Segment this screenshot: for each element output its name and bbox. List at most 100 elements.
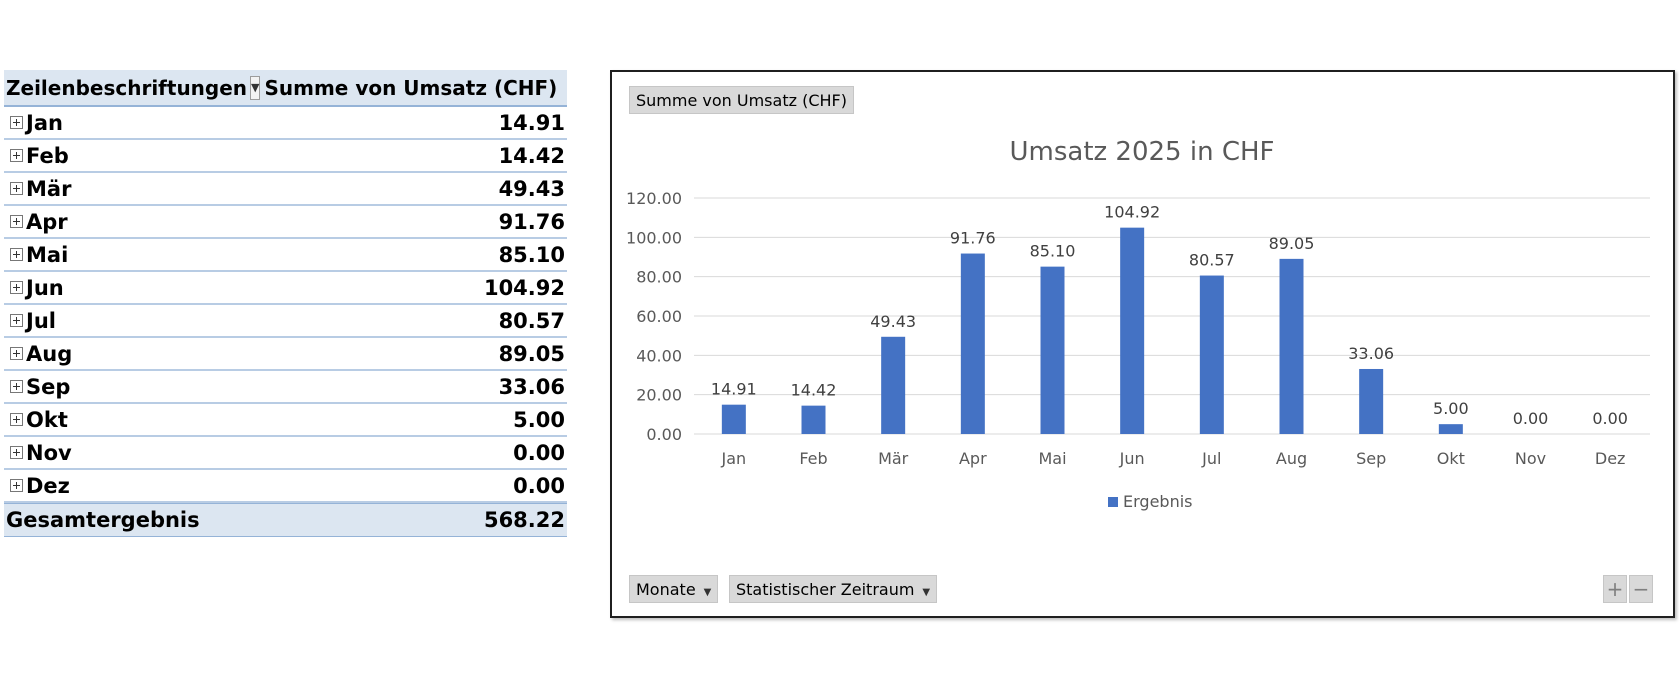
pivot-row: Sep 33.06 <box>4 371 567 404</box>
pivot-row: Nov 0.00 <box>4 437 567 470</box>
pivot-row: Aug 89.05 <box>4 338 567 371</box>
x-tick-label: Mai <box>1038 449 1066 468</box>
pivot-rows: Jan 14.91 Feb 14.42 Mär 49.43 Apr 91.76 Mai 85.10… <box>4 107 567 503</box>
bar <box>1199 275 1224 434</box>
expand-icon[interactable] <box>10 182 23 195</box>
pivot-header: Zeilenbeschriftungen ▼ Summe von Umsatz … <box>4 70 567 107</box>
x-tick-label: Jun <box>1119 449 1145 468</box>
pivot-row-label: Sep <box>26 374 71 399</box>
pivot-row-label: Mär <box>26 176 72 201</box>
data-label: 0.00 <box>1592 409 1628 428</box>
x-tick-label: Mär <box>878 449 909 468</box>
chart-title: Umsatz 2025 in CHF <box>1009 137 1274 167</box>
row-labels-header: Zeilenbeschriftungen <box>6 75 248 100</box>
x-tick-label: Feb <box>799 449 827 468</box>
bar <box>1279 258 1304 434</box>
expand-icon[interactable] <box>10 149 23 162</box>
data-label: 91.76 <box>950 229 996 248</box>
y-tick-label: 60.00 <box>636 307 682 326</box>
bar <box>801 405 826 434</box>
pivot-row-value: 89.05 <box>498 341 565 366</box>
pivot-row-label: Apr <box>26 209 68 234</box>
expand-icon[interactable] <box>10 347 23 360</box>
pivot-row: Dez 0.00 <box>4 470 567 503</box>
pivot-row-value: 80.57 <box>498 308 565 333</box>
x-tick-label: Jul <box>1201 449 1221 468</box>
pivot-row: Okt 5.00 <box>4 404 567 437</box>
pivot-row-label: Mai <box>26 242 69 267</box>
expand-icon[interactable] <box>10 314 23 327</box>
pivot-row-value: 5.00 <box>513 407 565 432</box>
pivot-row-value: 14.42 <box>498 143 565 168</box>
expand-icon[interactable] <box>10 215 23 228</box>
legend-label: Ergebnis <box>1123 492 1192 511</box>
dropdown-arrow-icon: ▼ <box>703 587 712 598</box>
grand-total-value: 568.22 <box>483 508 565 532</box>
data-label: 49.43 <box>870 312 916 331</box>
expand-icon[interactable] <box>10 380 23 393</box>
x-tick-label: Sep <box>1356 449 1386 468</box>
filter-dropdown-icon[interactable]: ▼ <box>250 75 261 100</box>
data-label: 14.42 <box>791 381 837 400</box>
expand-icon[interactable] <box>10 413 23 426</box>
months-field-button[interactable]: Monate ▼ <box>629 575 719 603</box>
pivot-row-label: Nov <box>26 440 72 465</box>
expand-icon[interactable] <box>10 281 23 294</box>
x-tick-label: Jan <box>720 449 746 468</box>
y-tick-label: 120.00 <box>626 189 682 208</box>
bar <box>1359 368 1384 434</box>
expand-icon[interactable] <box>10 446 23 459</box>
y-tick-label: 40.00 <box>636 346 682 365</box>
x-tick-label: Dez <box>1595 449 1626 468</box>
period-field-label: Statistischer Zeitraum <box>736 580 915 599</box>
y-tick-label: 80.00 <box>636 268 682 287</box>
expand-icon[interactable] <box>10 116 23 129</box>
data-label: 33.06 <box>1348 344 1394 363</box>
bar <box>1120 227 1145 434</box>
value-field-header: Summe von Umsatz (CHF) <box>264 75 558 100</box>
pivot-row-label: Jun <box>26 275 64 300</box>
legend-swatch <box>1108 497 1118 507</box>
y-tick-label: 100.00 <box>626 228 682 247</box>
pivot-row-label: Aug <box>26 341 73 366</box>
pivot-row: Apr 91.76 <box>4 206 567 239</box>
data-label: 14.91 <box>711 380 757 399</box>
chart-canvas: Umsatz 2025 in CHF 0.00 20.00 40.00 60.00 80.… <box>626 137 1650 511</box>
pivot-row-value: 49.43 <box>498 176 565 201</box>
expand-field-button[interactable]: + <box>1603 575 1627 603</box>
bar <box>881 336 906 434</box>
pivot-row: Mär 49.43 <box>4 173 567 206</box>
pivot-row-value: 0.00 <box>513 440 565 465</box>
pivot-row: Mai 85.10 <box>4 239 567 272</box>
pivot-row-label: Dez <box>26 473 70 498</box>
period-field-button[interactable]: Statistischer Zeitraum ▼ <box>729 575 938 603</box>
bar <box>1438 424 1463 434</box>
pivot-row-value: 91.76 <box>498 209 565 234</box>
y-tick-label: 20.00 <box>636 386 682 405</box>
x-tick-label: Nov <box>1515 449 1546 468</box>
x-tick-label: Okt <box>1437 449 1465 468</box>
expand-icon[interactable] <box>10 248 23 261</box>
expand-icon[interactable] <box>10 479 23 492</box>
pivot-row-label: Okt <box>26 407 68 432</box>
y-tick-label: 0.00 <box>646 425 682 444</box>
data-label: 104.92 <box>1104 203 1160 222</box>
pivot-row-value: 104.92 <box>483 275 565 300</box>
collapse-field-button[interactable]: − <box>1629 575 1653 603</box>
pivot-row-value: 33.06 <box>498 374 565 399</box>
pivot-chart[interactable]: Umsatz 2025 in CHF 0.00 20.00 40.00 60.00 80.… <box>610 70 1675 618</box>
dropdown-arrow-icon: ▼ <box>922 587 931 598</box>
data-label: 89.05 <box>1269 234 1315 253</box>
data-label: 5.00 <box>1433 399 1469 418</box>
value-field-button[interactable]: Summe von Umsatz (CHF) <box>629 86 854 114</box>
pivot-row: Jul 80.57 <box>4 305 567 338</box>
bar <box>721 404 746 434</box>
pivot-row: Jan 14.91 <box>4 107 567 140</box>
data-label: 80.57 <box>1189 251 1235 270</box>
pivot-row: Jun 104.92 <box>4 272 567 305</box>
grand-total-row: Gesamtergebnis 568.22 <box>4 503 567 537</box>
pivot-row-label: Jul <box>26 308 56 333</box>
x-tick-label: Aug <box>1276 449 1307 468</box>
months-field-label: Monate <box>636 580 696 599</box>
pivot-row-label: Feb <box>26 143 69 168</box>
